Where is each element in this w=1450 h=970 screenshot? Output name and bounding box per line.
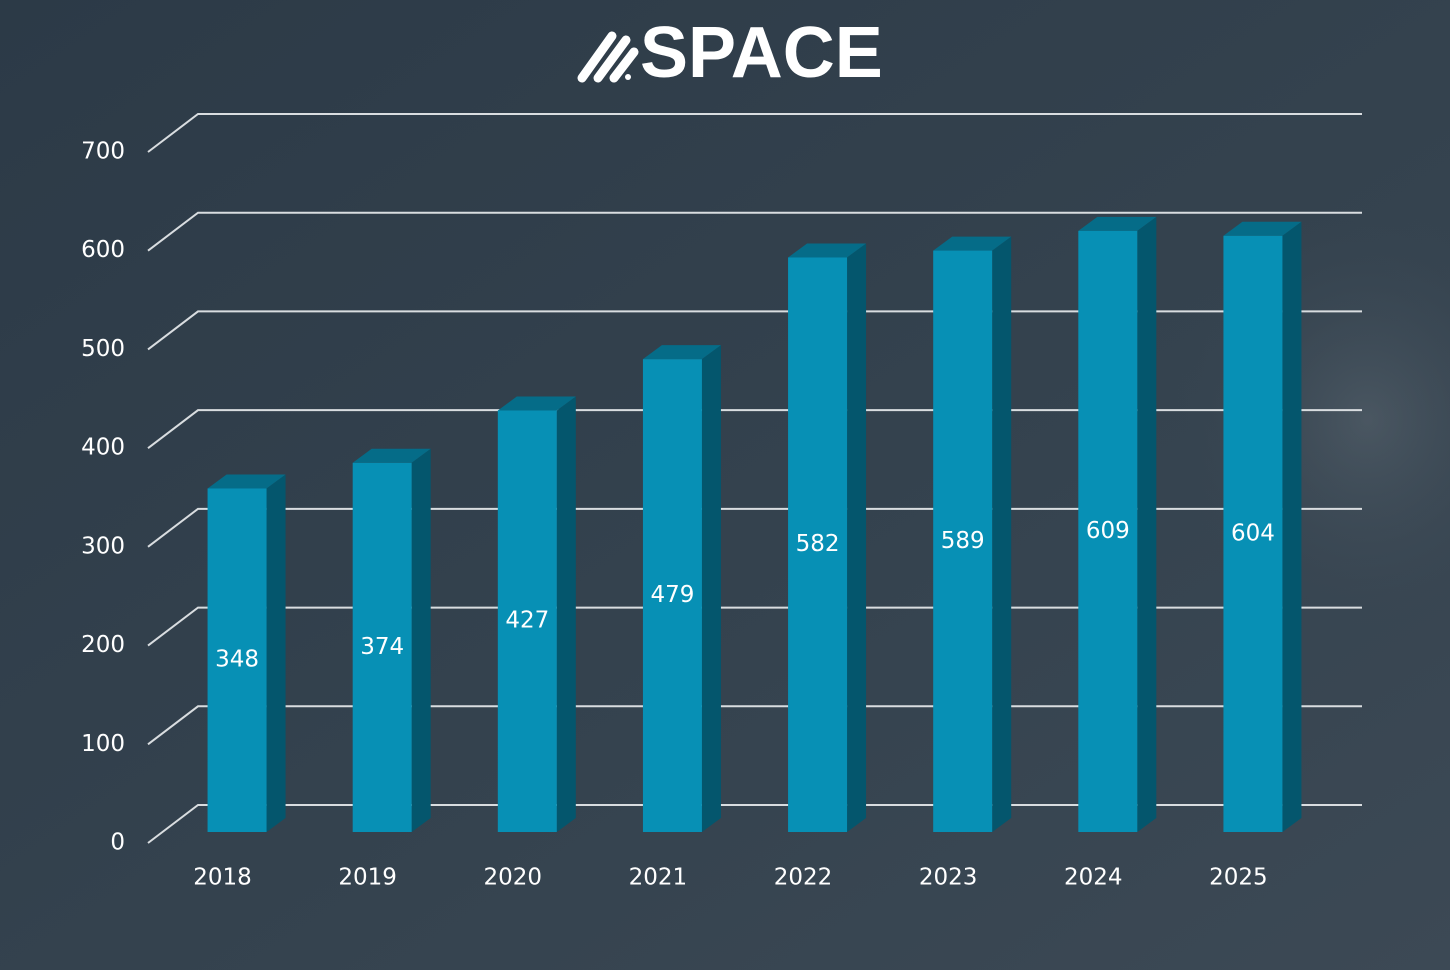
- bar: [788, 257, 848, 832]
- bar-side: [1282, 221, 1302, 832]
- bar: [497, 410, 557, 832]
- x-tick-label: 2025: [1209, 865, 1268, 891]
- bar-top: [497, 396, 576, 411]
- bar-top: [207, 474, 286, 489]
- value-label: 374: [360, 634, 404, 660]
- bar-side: [266, 474, 286, 832]
- bar-top: [352, 448, 431, 463]
- bar-side: [847, 243, 867, 833]
- bar: [1223, 235, 1283, 832]
- value-label: 609: [1086, 518, 1130, 544]
- value-label: 582: [796, 531, 840, 557]
- x-tick-label: 2022: [774, 865, 833, 891]
- bar-side: [992, 236, 1012, 832]
- bar: [352, 462, 412, 832]
- bar-side: [411, 448, 431, 832]
- value-label: 604: [1231, 520, 1275, 546]
- bar: [1078, 230, 1138, 832]
- bar-side: [1137, 216, 1157, 832]
- y-tick-label: 500: [81, 336, 125, 362]
- x-tick-label: 2021: [629, 865, 688, 891]
- bar: [207, 488, 267, 832]
- y-tick-label: 600: [81, 237, 125, 263]
- logo-icon: [577, 31, 639, 83]
- grid-line: [147, 113, 1362, 153]
- value-label: 589: [941, 528, 985, 554]
- y-tick-label: 100: [81, 731, 125, 757]
- bar-top: [642, 345, 721, 360]
- x-tick-label: 2024: [1064, 865, 1123, 891]
- y-tick-label: 0: [110, 830, 125, 856]
- chart-title: SPACE: [640, 13, 883, 93]
- y-tick-label: 300: [81, 533, 125, 559]
- bar-top: [788, 243, 867, 258]
- y-tick-label: 400: [81, 435, 125, 461]
- x-tick-label: 2018: [193, 865, 252, 891]
- y-tick-label: 200: [81, 632, 125, 658]
- bar-side: [556, 396, 576, 832]
- bar-top: [1078, 216, 1157, 231]
- value-label: 348: [215, 647, 259, 673]
- grid-line: [147, 211, 1362, 252]
- bar: [933, 250, 993, 832]
- bar-side: [701, 345, 721, 832]
- bar: [642, 359, 702, 832]
- bar-top: [1223, 221, 1302, 236]
- bar-top: [933, 236, 1012, 251]
- x-tick-label: 2020: [484, 865, 543, 891]
- y-tick-label: 700: [81, 139, 125, 165]
- value-label: 479: [650, 582, 694, 608]
- value-label: 427: [505, 608, 549, 634]
- x-tick-label: 2019: [338, 865, 397, 891]
- x-tick-label: 2023: [919, 865, 978, 891]
